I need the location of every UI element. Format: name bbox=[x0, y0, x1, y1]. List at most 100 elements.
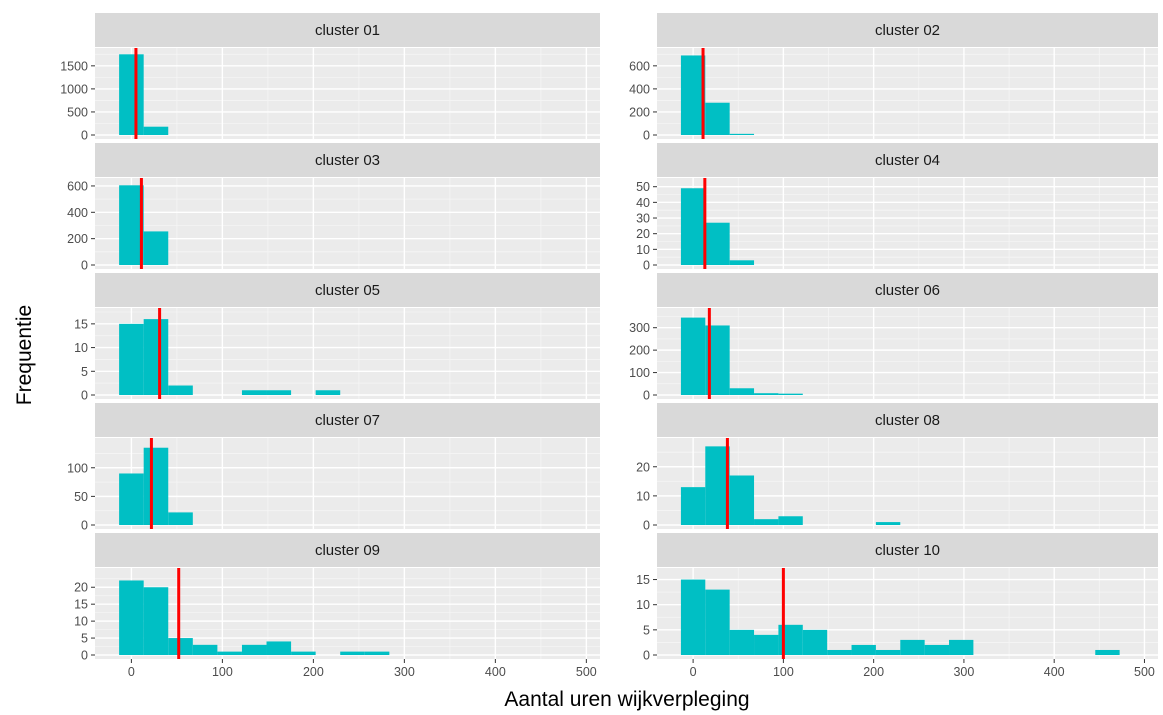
histogram-bar bbox=[827, 649, 852, 655]
histogram-bar bbox=[729, 629, 755, 655]
x-axis-title: Aantal uren wijkverpleging bbox=[504, 688, 749, 711]
x-tick-label: 400 bbox=[485, 665, 506, 679]
y-tick-label: 0 bbox=[81, 389, 88, 403]
y-tick-label: 15 bbox=[74, 598, 88, 612]
x-tick-label: 100 bbox=[212, 665, 233, 679]
y-axis-title: Frequentie bbox=[13, 305, 36, 405]
y-tick-label: 50 bbox=[636, 180, 650, 194]
histogram-bar bbox=[705, 102, 730, 135]
y-tick-label: 0 bbox=[643, 649, 650, 663]
x-tick-label: 500 bbox=[1134, 665, 1155, 679]
panel-7: cluster 07 0 50 100 bbox=[67, 403, 600, 533]
histogram-bar bbox=[680, 487, 706, 525]
histogram-bar bbox=[949, 639, 974, 655]
strip-background bbox=[95, 533, 600, 567]
histogram-bar bbox=[143, 126, 169, 135]
panel-background bbox=[95, 178, 600, 269]
y-tick-label: 0 bbox=[643, 519, 650, 533]
x-tick-label: 0 bbox=[690, 665, 697, 679]
histogram-bar bbox=[778, 516, 803, 525]
strip-background bbox=[95, 13, 600, 47]
y-tick-label: 1500 bbox=[60, 59, 88, 73]
histogram-bar bbox=[705, 446, 730, 525]
y-tick-label: 200 bbox=[629, 105, 650, 119]
histogram-bar bbox=[680, 579, 706, 655]
panel-6: cluster 06 0 100 200 300 bbox=[629, 273, 1158, 403]
strip-title: cluster 01 bbox=[315, 22, 380, 39]
histogram-bar bbox=[119, 323, 144, 395]
x-tick-label: 300 bbox=[953, 665, 974, 679]
y-tick-label: 15 bbox=[74, 317, 88, 331]
histogram-bar bbox=[900, 639, 925, 655]
histogram-bar bbox=[315, 390, 341, 395]
y-tick-label: 500 bbox=[67, 105, 88, 119]
histogram-bar bbox=[266, 390, 292, 395]
y-tick-label: 20 bbox=[636, 460, 650, 474]
strip-title: cluster 06 bbox=[875, 282, 940, 299]
histogram-bar bbox=[168, 385, 193, 395]
histogram-bar bbox=[143, 447, 169, 525]
histogram-bar bbox=[778, 393, 803, 395]
y-tick-label: 10 bbox=[636, 489, 650, 503]
y-tick-label: 1000 bbox=[60, 82, 88, 96]
strip-background bbox=[657, 403, 1158, 437]
histogram-bar bbox=[340, 651, 365, 655]
y-tick-label: 600 bbox=[629, 59, 650, 73]
histogram-bar bbox=[705, 222, 730, 265]
panel-background bbox=[95, 48, 600, 139]
strip-background bbox=[657, 13, 1158, 47]
panel-2: cluster 02 0 200 400 600 bbox=[629, 13, 1158, 143]
y-tick-label: 40 bbox=[636, 196, 650, 210]
y-tick-label: 5 bbox=[81, 632, 88, 646]
histogram-bar bbox=[119, 54, 144, 135]
x-tick-label: 300 bbox=[394, 665, 415, 679]
y-tick-label: 0 bbox=[81, 649, 88, 663]
histogram-bar bbox=[241, 390, 267, 395]
y-tick-label: 30 bbox=[636, 212, 650, 226]
histogram-bar bbox=[754, 519, 779, 525]
histogram-bar bbox=[119, 473, 144, 525]
histogram-bar bbox=[754, 634, 779, 655]
strip-background bbox=[657, 533, 1158, 567]
histogram-bar bbox=[729, 260, 755, 265]
y-tick-label: 10 bbox=[74, 615, 88, 629]
panel-1: cluster 01 0 500 1000 1500 bbox=[60, 13, 600, 143]
x-tick-label: 500 bbox=[576, 665, 597, 679]
y-tick-label: 20 bbox=[636, 227, 650, 241]
y-tick-label: 0 bbox=[643, 259, 650, 273]
strip-title: cluster 07 bbox=[315, 412, 380, 429]
y-tick-label: 0 bbox=[81, 259, 88, 273]
histogram-bar bbox=[192, 644, 218, 655]
histogram-bar bbox=[924, 644, 950, 655]
y-tick-label: 400 bbox=[629, 82, 650, 96]
y-tick-label: 50 bbox=[74, 490, 88, 504]
y-tick-label: 0 bbox=[81, 129, 88, 143]
y-tick-label: 200 bbox=[67, 232, 88, 246]
histogram-bar bbox=[729, 388, 755, 395]
strip-title: cluster 03 bbox=[315, 152, 380, 169]
y-tick-label: 0 bbox=[81, 519, 88, 533]
y-tick-label: 200 bbox=[629, 344, 650, 358]
histogram-bar bbox=[680, 317, 706, 395]
y-tick-label: 300 bbox=[629, 321, 650, 335]
y-tick-label: 400 bbox=[67, 206, 88, 220]
x-tick-label: 100 bbox=[773, 665, 794, 679]
histogram-bar bbox=[729, 475, 755, 525]
panel-8: cluster 08 0 10 20 bbox=[636, 403, 1158, 533]
panel-background bbox=[657, 308, 1158, 399]
strip-title: cluster 08 bbox=[875, 412, 940, 429]
y-tick-label: 5 bbox=[81, 365, 88, 379]
panel-background bbox=[95, 308, 600, 399]
histogram-bar bbox=[705, 589, 730, 655]
strip-background bbox=[95, 403, 600, 437]
strip-title: cluster 10 bbox=[875, 542, 940, 559]
panel-9: cluster 09 0 5 10 15 20 bbox=[74, 533, 600, 663]
histogram-bar bbox=[851, 644, 876, 655]
panel-background bbox=[657, 178, 1158, 269]
histogram-bar bbox=[291, 651, 316, 655]
y-tick-label: 5 bbox=[643, 623, 650, 637]
x-tick-label: 400 bbox=[1044, 665, 1065, 679]
y-tick-label: 0 bbox=[643, 389, 650, 403]
